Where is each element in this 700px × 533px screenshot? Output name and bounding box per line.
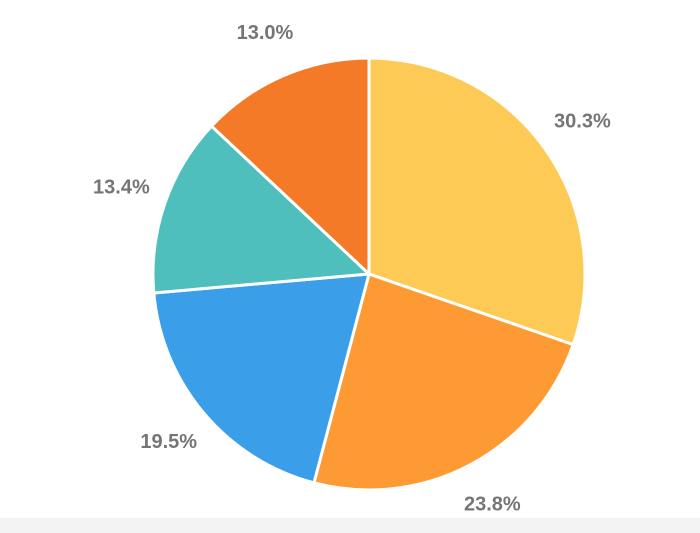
pie-slice — [210, 56, 371, 276]
pie-slice — [367, 56, 587, 347]
pie-slice — [151, 124, 371, 295]
pie-slice — [152, 272, 371, 485]
slice-label: 30.3% — [554, 110, 611, 132]
pie-slice — [312, 272, 575, 492]
slice-label: 13.0% — [237, 22, 294, 44]
slice-label: 19.5% — [140, 431, 197, 453]
slice-label: 23.8% — [464, 493, 521, 515]
bottom-strip — [0, 518, 700, 533]
slice-label: 13.4% — [93, 177, 150, 199]
